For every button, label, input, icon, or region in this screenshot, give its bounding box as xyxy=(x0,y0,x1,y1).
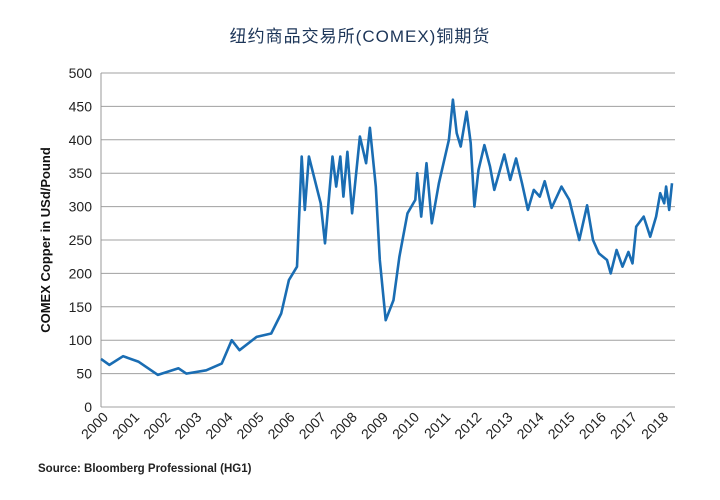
x-tick-label: 2010 xyxy=(389,409,422,442)
y-axis-label: COMEX Copper in USd/Pound xyxy=(38,147,53,333)
series-line-copper-price xyxy=(100,98,674,377)
x-tick-labels: 2000200120022003200420052006200720082009… xyxy=(78,409,672,442)
y-tick-labels: 0 50 100 150 200 250 300 350 400 450 500 xyxy=(69,65,93,415)
y-tick-label: 100 xyxy=(69,332,93,348)
x-tick-label: 2016 xyxy=(576,409,609,442)
x-tick-label: 2008 xyxy=(327,409,360,442)
x-tick-label: 2015 xyxy=(545,409,578,442)
source-note: Source: Bloomberg Professional (HG1) xyxy=(38,463,252,475)
x-tick-label: 2013 xyxy=(482,409,515,442)
x-tick-label: 2000 xyxy=(78,409,111,442)
y-tick-label: 400 xyxy=(69,132,93,148)
chart-title: 纽约商品交易所(COMEX)铜期货 xyxy=(229,27,491,46)
x-tick-label: 2006 xyxy=(264,409,297,442)
x-tick-label: 2001 xyxy=(109,409,142,442)
y-tick-label: 450 xyxy=(69,98,93,114)
gridlines xyxy=(101,72,675,408)
y-tick-label: 0 xyxy=(84,399,92,415)
x-tick-label: 2007 xyxy=(296,409,329,442)
y-tick-label: 150 xyxy=(69,299,93,315)
y-tick-label: 50 xyxy=(76,366,92,382)
x-tick-label: 2018 xyxy=(638,409,671,442)
x-tick-label: 2003 xyxy=(171,409,204,442)
x-tick-label: 2002 xyxy=(140,409,173,442)
x-tick-label: 2009 xyxy=(358,409,391,442)
x-tick-label: 2014 xyxy=(513,409,546,442)
y-tick-label: 250 xyxy=(69,232,93,248)
y-tick-label: 350 xyxy=(69,165,93,181)
x-tick-label: 2012 xyxy=(451,409,484,442)
x-tick-label: 2011 xyxy=(421,409,454,442)
x-tick-label: 2017 xyxy=(607,409,640,442)
y-tick-label: 200 xyxy=(69,265,93,281)
y-tick-label: 300 xyxy=(69,199,93,215)
x-tick-label: 2005 xyxy=(233,409,266,442)
x-tick-label: 2004 xyxy=(202,409,235,442)
y-tick-label: 500 xyxy=(69,65,93,81)
